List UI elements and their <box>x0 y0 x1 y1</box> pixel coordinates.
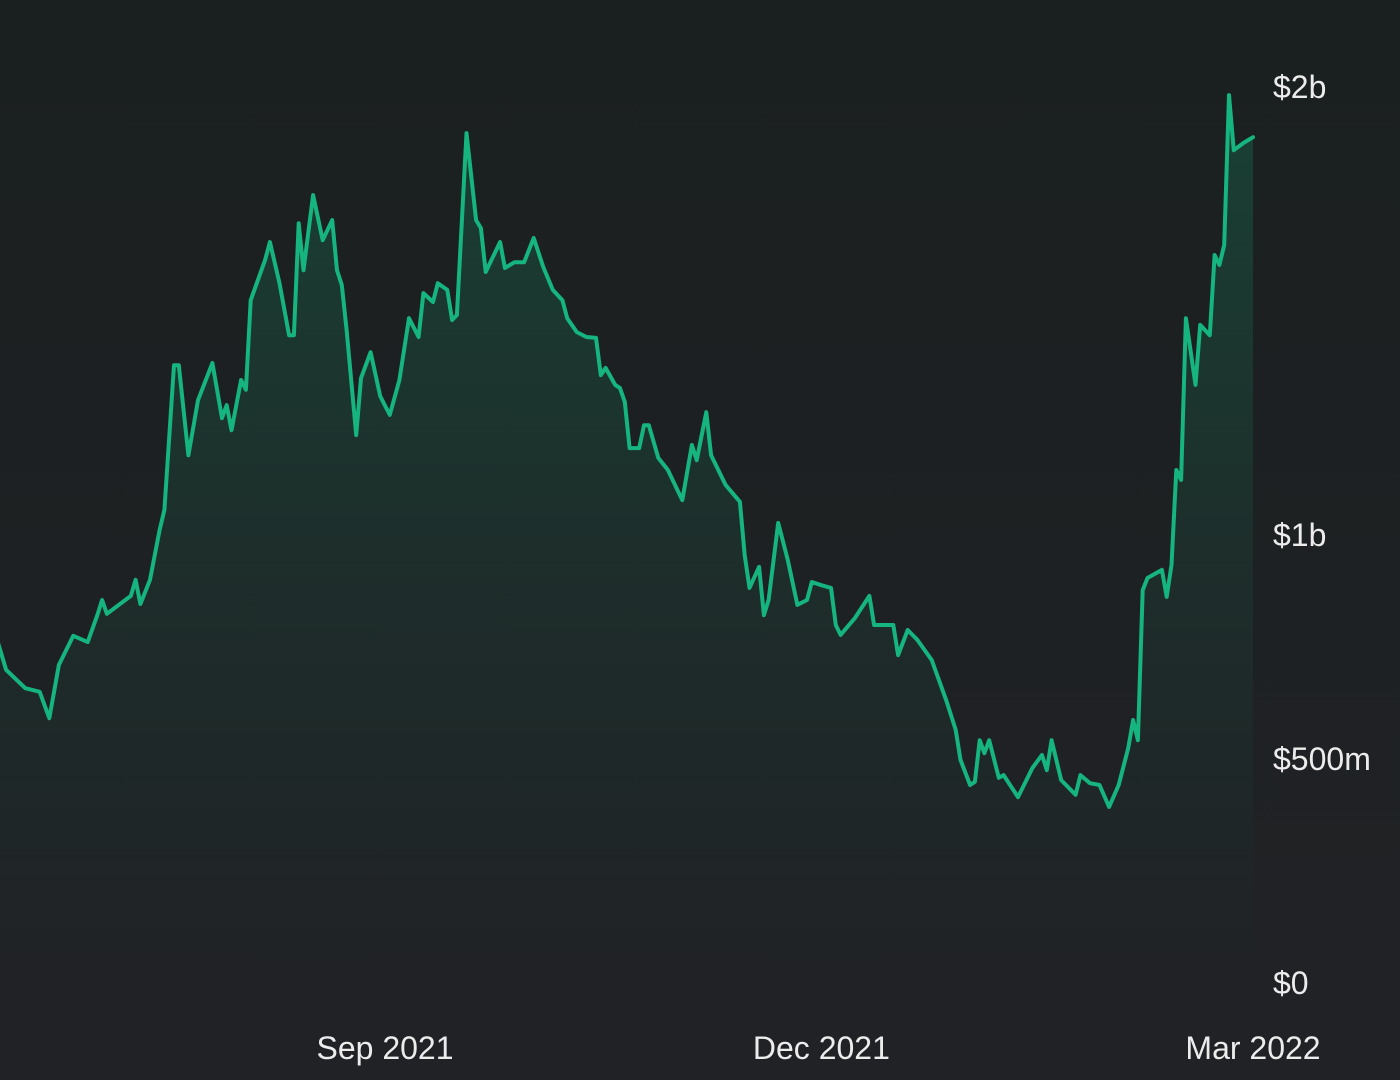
series-line <box>0 93 1255 809</box>
y-tick-label: $0 <box>1273 965 1309 1001</box>
y-axis: $0 $500m $1b $2b <box>1273 69 1371 1001</box>
y-tick-label: $500m <box>1273 741 1371 777</box>
y-tick-label: $2b <box>1273 69 1326 105</box>
x-tick-label: Sep 2021 <box>316 1030 453 1066</box>
x-tick-label: Mar 2022 <box>1185 1030 1320 1066</box>
x-axis: Sep 2021 Dec 2021 Mar 2022 <box>316 1030 1320 1066</box>
area-fill <box>0 95 1253 983</box>
x-tick-label: Dec 2021 <box>753 1030 890 1066</box>
y-tick-label: $1b <box>1273 517 1326 553</box>
